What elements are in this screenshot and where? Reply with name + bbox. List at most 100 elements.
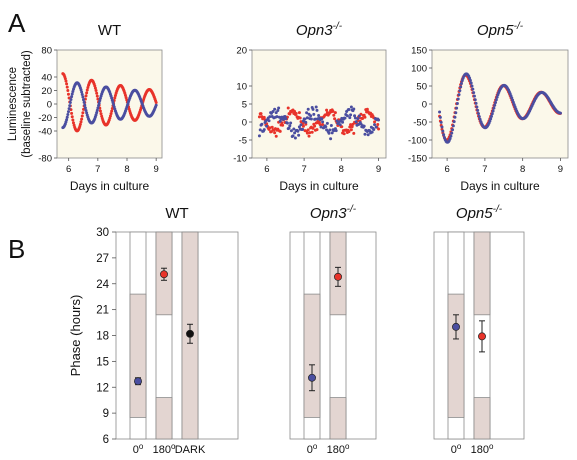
- data-point: [345, 114, 349, 118]
- data-point: [267, 119, 271, 123]
- chart-title: WT: [98, 22, 121, 39]
- data-point: [327, 131, 331, 135]
- y-tick-label: 15: [96, 356, 109, 368]
- data-point: [377, 127, 381, 131]
- data-point: [472, 94, 476, 98]
- phase-column-2: 180o: [327, 231, 350, 456]
- column-label: 0o: [133, 442, 144, 456]
- chart-title: Opn5-/-: [477, 21, 524, 39]
- data-point: [356, 117, 360, 121]
- data-point: [298, 116, 302, 120]
- data-point: [455, 101, 459, 105]
- data-point: [277, 106, 281, 110]
- data-point: [299, 120, 303, 124]
- column-label-sup: o: [171, 442, 176, 451]
- data-point: [260, 122, 264, 126]
- phase-column-2: 180o: [153, 231, 176, 456]
- data-point: [288, 112, 292, 116]
- data-point: [459, 82, 463, 86]
- column-label-sup: o: [139, 442, 144, 451]
- data-point: [99, 112, 103, 116]
- data-point: [80, 90, 84, 94]
- data-point: [97, 101, 101, 105]
- data-point: [320, 117, 324, 121]
- column-dark-segment: [155, 397, 173, 440]
- chart-title-sup: -/-: [347, 204, 357, 215]
- data-point: [84, 108, 88, 112]
- data-point: [349, 113, 353, 117]
- data-point: [292, 127, 296, 131]
- data-point: [349, 123, 353, 127]
- data-point: [80, 92, 84, 96]
- data-point: [321, 120, 325, 124]
- data-point: [308, 131, 312, 135]
- data-point: [110, 109, 114, 113]
- data-point: [69, 98, 73, 102]
- data-point: [288, 124, 292, 128]
- data-point: [374, 125, 378, 129]
- data-point: [271, 110, 275, 114]
- data-point: [494, 100, 498, 104]
- column-label: 180o: [471, 442, 494, 456]
- y-tick-label: -10: [233, 154, 247, 165]
- data-point: [373, 123, 377, 127]
- data-point: [287, 126, 291, 130]
- data-point: [488, 119, 492, 123]
- data-point: [468, 76, 472, 80]
- chart-title-sup: -/-: [493, 204, 503, 215]
- data-point: [93, 86, 97, 90]
- plot-area: [251, 49, 387, 159]
- data-point: [79, 120, 83, 124]
- data-point: [453, 115, 457, 119]
- column-dark-segment: [129, 293, 147, 418]
- data-point: [70, 111, 74, 115]
- x-axis-label: Days in culture: [70, 179, 150, 193]
- data-point: [334, 129, 338, 133]
- data-point: [113, 96, 117, 100]
- data-point: [324, 125, 328, 129]
- data-point: [258, 128, 262, 132]
- data-point: [343, 116, 347, 120]
- series-blue: [61, 81, 158, 130]
- y-tick-label: 0: [47, 100, 52, 111]
- data-point: [71, 89, 75, 93]
- data-point: [473, 98, 477, 102]
- data-point: [349, 128, 353, 132]
- data-point: [331, 109, 335, 113]
- y-axis-label-2: (baseline subtracted): [21, 50, 33, 158]
- data-point: [357, 122, 361, 126]
- data-point: [456, 97, 460, 101]
- data-point: [328, 128, 332, 132]
- column-label: 180o: [327, 442, 350, 456]
- data-point: [338, 123, 342, 127]
- data-point: [353, 116, 357, 120]
- data-point: [95, 94, 99, 98]
- data-point: [455, 106, 459, 110]
- x-tick-label: 6: [444, 164, 449, 175]
- data-point: [294, 112, 298, 116]
- data-point: [85, 91, 89, 95]
- data-point: [268, 115, 272, 119]
- panel-a-chart-3: Opn5-/- 150 100 50 0 -50 -100 -150 6 7 8 9 Days in c…: [408, 21, 569, 193]
- x-tick-label: 6: [66, 164, 71, 175]
- data-point: [377, 118, 381, 122]
- data-point: [274, 134, 278, 138]
- data-point: [363, 115, 367, 119]
- x-tick-label: 9: [558, 164, 563, 175]
- series-red: [61, 72, 158, 133]
- x-axis-label: Days in culture: [279, 179, 359, 193]
- data-point: [66, 89, 70, 93]
- panel-b-chart-2: Opn3-/- 0o 180o: [289, 204, 377, 456]
- column-dark-segment: [473, 397, 491, 440]
- y-tick-label: -150: [408, 154, 427, 165]
- chart-title-main: Opn3: [310, 205, 347, 222]
- phase-point: [134, 377, 142, 386]
- data-point: [273, 131, 277, 135]
- data-point: [370, 130, 374, 134]
- data-point: [309, 117, 313, 121]
- column-label: 0o: [307, 442, 318, 456]
- data-point: [321, 122, 325, 126]
- data-point: [489, 117, 493, 121]
- data-point: [305, 116, 309, 120]
- data-point: [297, 125, 301, 129]
